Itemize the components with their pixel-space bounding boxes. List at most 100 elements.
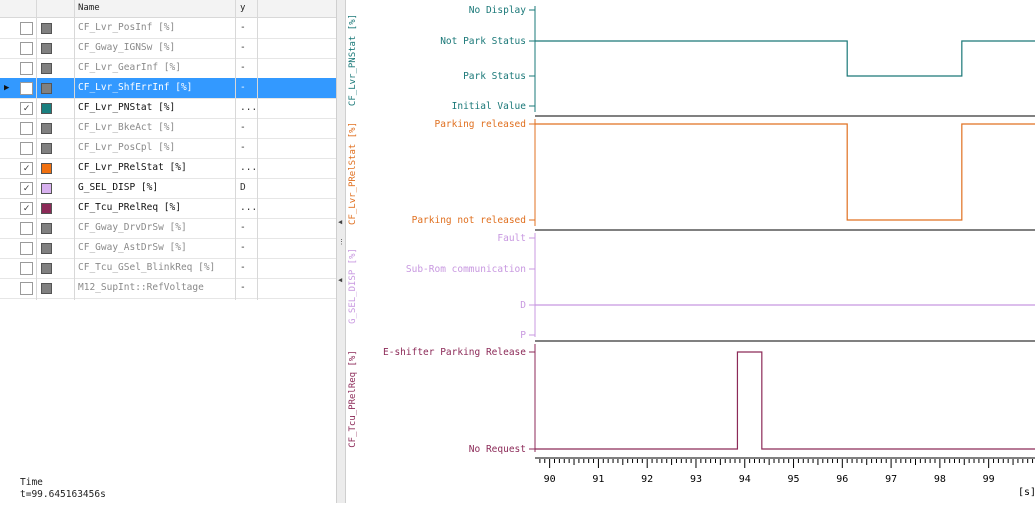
row-indicator-icon: ▶: [4, 83, 10, 93]
signal-visibility-checkbox[interactable]: [20, 282, 33, 295]
axis-signal-name: CF_Tcu_PRelReq [%]: [348, 350, 358, 448]
signal-visibility-checkbox[interactable]: [20, 62, 33, 75]
signal-plot-area[interactable]: CF_Lvr_PNStat [%] No Display Not Park Stat…: [345, 0, 1035, 503]
signal-line: [535, 123, 1035, 221]
table-row[interactable]: CF_Lvr_GearInf [%] -: [0, 58, 336, 79]
table-row[interactable]: ✓ CF_Lvr_PRelStat [%]...: [0, 158, 336, 179]
signal-name: CF_Lvr_PNStat [%]: [78, 102, 176, 113]
signal-color-swatch[interactable]: [41, 123, 52, 134]
signal-value: D: [240, 182, 246, 193]
signal-value: -: [240, 82, 246, 93]
signal-line: [535, 351, 1035, 450]
signal-visibility-checkbox[interactable]: [20, 22, 33, 35]
x-tick-label: 96: [836, 474, 848, 485]
x-tick-label: 90: [544, 474, 556, 485]
x-axis-unit: [s]: [1018, 487, 1035, 498]
signal-color-swatch[interactable]: [41, 43, 52, 54]
signal-color-swatch[interactable]: [41, 23, 52, 34]
signal-color-swatch[interactable]: [41, 83, 52, 94]
table-row[interactable]: CF_Gway_IGNSw [%] -: [0, 38, 336, 59]
signal-color-swatch[interactable]: [41, 143, 52, 154]
signal-visibility-checkbox[interactable]: [20, 262, 33, 275]
signal-visibility-checkbox[interactable]: [20, 242, 33, 255]
signal-visibility-checkbox[interactable]: [20, 122, 33, 135]
signal-visibility-checkbox[interactable]: ✓: [20, 102, 33, 115]
x-tick-label: 95: [788, 474, 800, 485]
table-row[interactable]: CF_Gway_AstDrSw [%] -: [0, 238, 336, 259]
table-row[interactable]: CF_Gway_DrvDrSw [%] -: [0, 218, 336, 239]
y-tick-label: Park Status: [463, 71, 526, 82]
signal-name: CF_Gway_IGNSw [%]: [78, 42, 176, 53]
table-row[interactable]: ✓ CF_Tcu_PRelReq [%]...: [0, 198, 336, 219]
signal-name: CF_Lvr_GearInf [%]: [78, 62, 181, 73]
signal-visibility-checkbox[interactable]: [20, 222, 33, 235]
signal-name: CF_Tcu_GSel_BlinkReq [%]: [78, 262, 216, 273]
column-header-name[interactable]: Name: [78, 3, 100, 13]
time-readout: Time t=99.645163456s: [20, 477, 106, 501]
signal-visibility-checkbox[interactable]: [20, 142, 33, 155]
signal-table-header: Name y: [0, 0, 336, 18]
signal-color-swatch[interactable]: [41, 243, 52, 254]
signal-name: CF_Gway_AstDrSw [%]: [78, 242, 187, 253]
signal-name: G_SEL_DISP [%]: [78, 182, 159, 193]
y-tick-label: Not Park Status: [440, 36, 526, 47]
signal-color-swatch[interactable]: [41, 283, 52, 294]
column-header-y[interactable]: y: [240, 3, 246, 13]
table-row[interactable]: CF_Lvr_BkeAct [%] -: [0, 118, 336, 139]
signal-name: CF_Lvr_ShfErrInf [%]: [78, 82, 193, 93]
x-tick-label: 97: [885, 474, 897, 485]
signal-color-swatch[interactable]: [41, 163, 52, 174]
signal-value: -: [240, 62, 246, 73]
signal-color-swatch[interactable]: [41, 63, 52, 74]
signal-value: -: [240, 142, 246, 153]
signal-value: -: [240, 222, 246, 233]
signal-value: -: [240, 122, 246, 133]
axis-signal-name: CF_Lvr_PRelStat [%]: [348, 122, 358, 225]
table-row[interactable]: ✓ CF_Lvr_PNStat [%]...: [0, 98, 336, 119]
y-tick-label: Initial Value: [452, 101, 527, 112]
signal-name: CF_Lvr_PosInf [%]: [78, 22, 176, 33]
signal-visibility-checkbox[interactable]: ✓: [20, 182, 33, 195]
y-tick-label: E-shifter Parking Release: [383, 347, 526, 358]
signal-name: CF_Gway_DrvDrSw [%]: [78, 222, 187, 233]
signal-visibility-checkbox[interactable]: [20, 42, 33, 55]
y-tick-label: No Request: [469, 444, 526, 455]
y-tick-label: No Display: [469, 5, 526, 16]
signal-name: CF_Lvr_PosCpl [%]: [78, 142, 176, 153]
signal-value: -: [240, 242, 246, 253]
signal-color-swatch[interactable]: [41, 103, 52, 114]
signal-color-swatch[interactable]: [41, 223, 52, 234]
signal-visibility-checkbox[interactable]: [20, 82, 33, 95]
x-tick-label: 93: [690, 474, 702, 485]
y-tick-label: P: [520, 330, 526, 341]
table-row[interactable]: ▶ CF_Lvr_ShfErrInf [%] -: [0, 78, 336, 99]
time-label: Time: [20, 477, 43, 488]
y-tick-label: Fault: [497, 233, 526, 244]
collapse-left-icon[interactable]: ◀: [338, 276, 343, 284]
x-tick-label: 91: [592, 474, 604, 485]
axis-signal-name: CF_Lvr_PNStat [%]: [348, 14, 358, 106]
panel-splitter[interactable]: ◀ ⋮ ◀: [336, 0, 346, 503]
signal-visibility-checkbox[interactable]: ✓: [20, 202, 33, 215]
signal-visibility-checkbox[interactable]: ✓: [20, 162, 33, 175]
collapse-left-icon[interactable]: ◀: [338, 218, 343, 226]
signal-value: ...: [240, 202, 258, 213]
table-row[interactable]: ✓ G_SEL_DISP [%] D: [0, 178, 336, 199]
table-row[interactable]: M12_SupInt::RefVoltage -: [0, 278, 336, 299]
table-row[interactable]: CF_Lvr_PosInf [%] -: [0, 18, 336, 39]
y-tick-label: D: [520, 300, 526, 311]
table-row[interactable]: CF_Tcu_GSel_BlinkReq [%] -: [0, 258, 336, 279]
signal-color-swatch[interactable]: [41, 203, 52, 214]
signal-color-swatch[interactable]: [41, 263, 52, 274]
signal-chart[interactable]: CF_Lvr_PNStat [%] No Display Not Park Stat…: [345, 0, 1035, 503]
x-tick-label: 99: [983, 474, 995, 485]
signal-value: -: [240, 22, 246, 33]
axis-signal-name: G_SEL_DISP [%]: [348, 248, 358, 324]
splitter-grip-icon[interactable]: ⋮: [338, 238, 345, 246]
table-row[interactable]: CF_Lvr_PosCpl [%] -: [0, 138, 336, 159]
signal-color-swatch[interactable]: [41, 183, 52, 194]
signal-name: CF_Lvr_BkeAct [%]: [78, 122, 176, 133]
signal-value: -: [240, 282, 246, 293]
x-tick-label: 98: [934, 474, 946, 485]
signal-list-panel: Name y CF_Lvr_PosInf [%] - CF_Gway_IGNSw […: [0, 0, 336, 503]
